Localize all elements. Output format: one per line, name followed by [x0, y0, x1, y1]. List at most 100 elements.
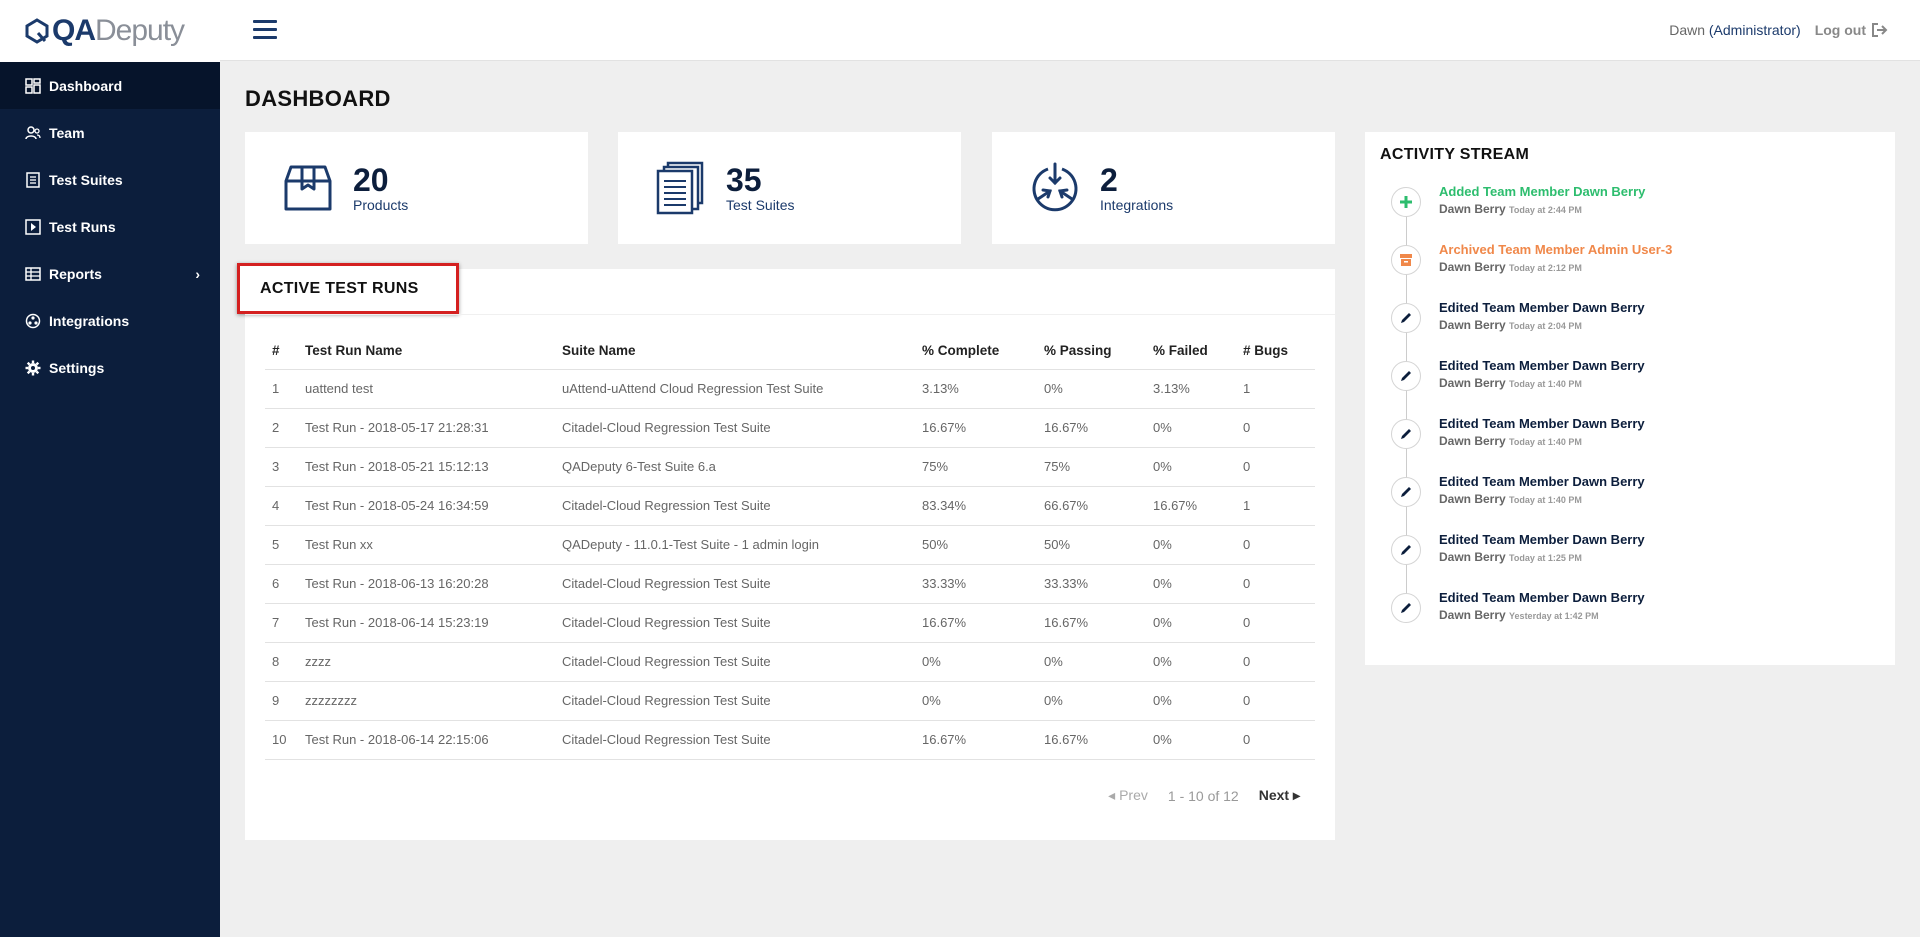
table-row[interactable]: 1 uattend test uAttend-uAttend Cloud Regre…	[265, 369, 1315, 409]
activity-headline[interactable]: Edited Team Member Dawn Berry	[1439, 300, 1645, 315]
table-cell: 0	[1236, 525, 1315, 565]
activity-headline[interactable]: Edited Team Member Dawn Berry	[1439, 532, 1645, 547]
activity-time: Yesterday at 1:42 PM	[1509, 611, 1599, 621]
table-cell[interactable]: Test Run - 2018-06-14 22:15:06	[298, 720, 555, 760]
sidebar-item-label: Test Suites	[49, 171, 123, 188]
table-cell: Citadel-Cloud Regression Test Suite	[555, 642, 915, 682]
prev-label: Prev	[1119, 787, 1148, 803]
table-cell[interactable]: uattend test	[298, 369, 555, 409]
stat-card-test-suites[interactable]: 35 Test Suites	[618, 132, 961, 244]
table-row[interactable]: 5 Test Run xx QADeputy - 11.0.1-Test Suite…	[265, 525, 1315, 565]
stat-label: Test Suites	[726, 197, 795, 213]
table-row[interactable]: 2 Test Run - 2018-05-17 21:28:31 Citadel-C…	[265, 408, 1315, 448]
table-row[interactable]: 10 Test Run - 2018-06-14 22:15:06 Citadel-…	[265, 720, 1315, 760]
table-cell: 0%	[1037, 369, 1146, 409]
activity-headline[interactable]: Edited Team Member Dawn Berry	[1439, 590, 1645, 605]
activity-user: Dawn Berry	[1439, 376, 1506, 390]
activity-headline[interactable]: Edited Team Member Dawn Berry	[1439, 416, 1645, 431]
column-header-test-run-name[interactable]: Test Run Name	[298, 333, 555, 370]
plus-icon	[1391, 187, 1421, 217]
logo[interactable]: QADeputy	[0, 0, 220, 62]
pencil-icon	[1391, 593, 1421, 623]
stat-value: 35	[726, 162, 762, 198]
sidebar-item-test-runs[interactable]: Test Runs	[0, 203, 220, 250]
sidebar-item-reports[interactable]: Reports ›	[0, 250, 220, 297]
sidebar-item-dashboard[interactable]: Dashboard	[0, 62, 220, 109]
activity-time: Today at 1:40 PM	[1509, 379, 1582, 389]
column-header-suite-name[interactable]: Suite Name	[555, 333, 915, 370]
activity-headline[interactable]: Edited Team Member Dawn Berry	[1439, 474, 1645, 489]
table-cell: Citadel-Cloud Regression Test Suite	[555, 720, 915, 760]
activity-meta: Dawn Berry Today at 1:40 PM	[1439, 434, 1645, 448]
table-cell[interactable]: zzzz	[298, 642, 555, 682]
activity-user: Dawn Berry	[1439, 434, 1506, 448]
table-cell[interactable]: Test Run xx	[298, 525, 555, 565]
activity-headline[interactable]: Added Team Member Dawn Berry	[1439, 184, 1646, 199]
table-cell: 1	[265, 369, 298, 409]
sidebar-nav: Dashboard Team Test Suites Test Runs Rep…	[0, 62, 220, 391]
table-header-row: # Test Run Name Suite Name % Complete % …	[265, 333, 1315, 370]
active-test-runs-title: ACTIVE TEST RUNS	[237, 263, 459, 314]
table-row[interactable]: 6 Test Run - 2018-06-13 16:20:28 Citadel-C…	[265, 564, 1315, 604]
table-row[interactable]: 3 Test Run - 2018-05-21 15:12:13 QADeputy …	[265, 447, 1315, 487]
menu-toggle-icon[interactable]	[253, 20, 277, 40]
activity-headline[interactable]: Edited Team Member Dawn Berry	[1439, 358, 1645, 373]
table-row[interactable]: 7 Test Run - 2018-06-14 15:23:19 Citadel-C…	[265, 603, 1315, 643]
activity-time: Today at 2:44 PM	[1509, 205, 1582, 215]
table-row[interactable]: 8 zzzz Citadel-Cloud Regression Test Suite…	[265, 642, 1315, 682]
activity-item: Archived Team Member Admin User-3 Dawn Be…	[1391, 242, 1871, 286]
logo-light-text: Deputy	[95, 14, 185, 47]
table-cell[interactable]: Test Run - 2018-05-21 15:12:13	[298, 447, 555, 487]
column-header-bugs[interactable]: # Bugs	[1236, 333, 1315, 370]
table-cell: 75%	[1037, 447, 1146, 487]
stat-card-integrations[interactable]: 2 Integrations	[992, 132, 1335, 244]
activity-meta: Dawn Berry Today at 1:40 PM	[1439, 376, 1645, 390]
sidebar-item-settings[interactable]: Settings	[0, 344, 220, 391]
table-row[interactable]: 9 zzzzzzzz Citadel-Cloud Regression Test S…	[265, 681, 1315, 721]
stat-label: Products	[353, 197, 409, 213]
activity-user: Dawn Berry	[1439, 260, 1506, 274]
timeline-line	[1406, 205, 1407, 613]
sidebar-item-integrations[interactable]: Integrations	[0, 297, 220, 344]
sidebar-item-test-suites[interactable]: Test Suites	[0, 156, 220, 203]
activity-text: Edited Team Member Dawn Berry Dawn Berry …	[1439, 532, 1645, 564]
page-range: 1 - 10 of 12	[1167, 787, 1239, 804]
activity-item: Added Team Member Dawn Berry Dawn Berry T…	[1391, 184, 1871, 228]
table-cell: 1	[1236, 369, 1315, 409]
logout-button[interactable]: Log out	[1815, 22, 1888, 38]
table-cell[interactable]: Test Run - 2018-05-17 21:28:31	[298, 408, 555, 448]
table-cell[interactable]: Test Run - 2018-06-14 15:23:19	[298, 603, 555, 643]
table-cell[interactable]: Test Run - 2018-05-24 16:34:59	[298, 486, 555, 526]
table-cell[interactable]: Test Run - 2018-06-13 16:20:28	[298, 564, 555, 604]
activity-stream-panel: ACTIVITY STREAM Added Team Member Dawn B…	[1365, 132, 1895, 665]
activity-meta: Dawn Berry Today at 2:44 PM	[1439, 202, 1645, 216]
table-row[interactable]: 4 Test Run - 2018-05-24 16:34:59 Citadel-C…	[265, 486, 1315, 526]
table-cell: 0%	[915, 642, 1037, 682]
table-cell: 3.13%	[915, 369, 1037, 409]
table-cell: Citadel-Cloud Regression Test Suite	[555, 408, 915, 448]
column-header-failed[interactable]: % Failed	[1146, 333, 1236, 370]
column-header-passing[interactable]: % Passing	[1037, 333, 1146, 370]
integrations-arrows-icon	[1032, 162, 1078, 212]
gear-icon	[25, 360, 41, 375]
activity-user: Dawn Berry	[1439, 318, 1506, 332]
table-cell: 0%	[915, 681, 1037, 721]
table-cell[interactable]: zzzzzzzz	[298, 681, 555, 721]
stat-value: 20	[353, 162, 389, 198]
pagination: ◂ Prev 1 - 10 of 12 Next ▸	[1108, 787, 1300, 804]
activity-headline[interactable]: Archived Team Member Admin User-3	[1439, 242, 1673, 257]
table-cell: 5	[265, 525, 298, 565]
sidebar-item-team[interactable]: Team	[0, 109, 220, 156]
products-box-icon	[284, 165, 332, 211]
next-page-button[interactable]: Next ▸	[1258, 787, 1300, 803]
table-cell: 0	[1236, 720, 1315, 760]
column-header-number[interactable]: #	[265, 333, 298, 370]
table-cell: 75%	[915, 447, 1037, 487]
stat-card-products[interactable]: 20 Products	[245, 132, 588, 244]
prev-page-button[interactable]: ◂ Prev	[1108, 787, 1148, 803]
activity-user: Dawn Berry	[1439, 202, 1506, 216]
table-cell: 6	[265, 564, 298, 604]
activity-item: Edited Team Member Dawn Berry Dawn Berry …	[1391, 474, 1871, 518]
next-label: Next	[1258, 787, 1290, 803]
column-header-complete[interactable]: % Complete	[915, 333, 1037, 370]
